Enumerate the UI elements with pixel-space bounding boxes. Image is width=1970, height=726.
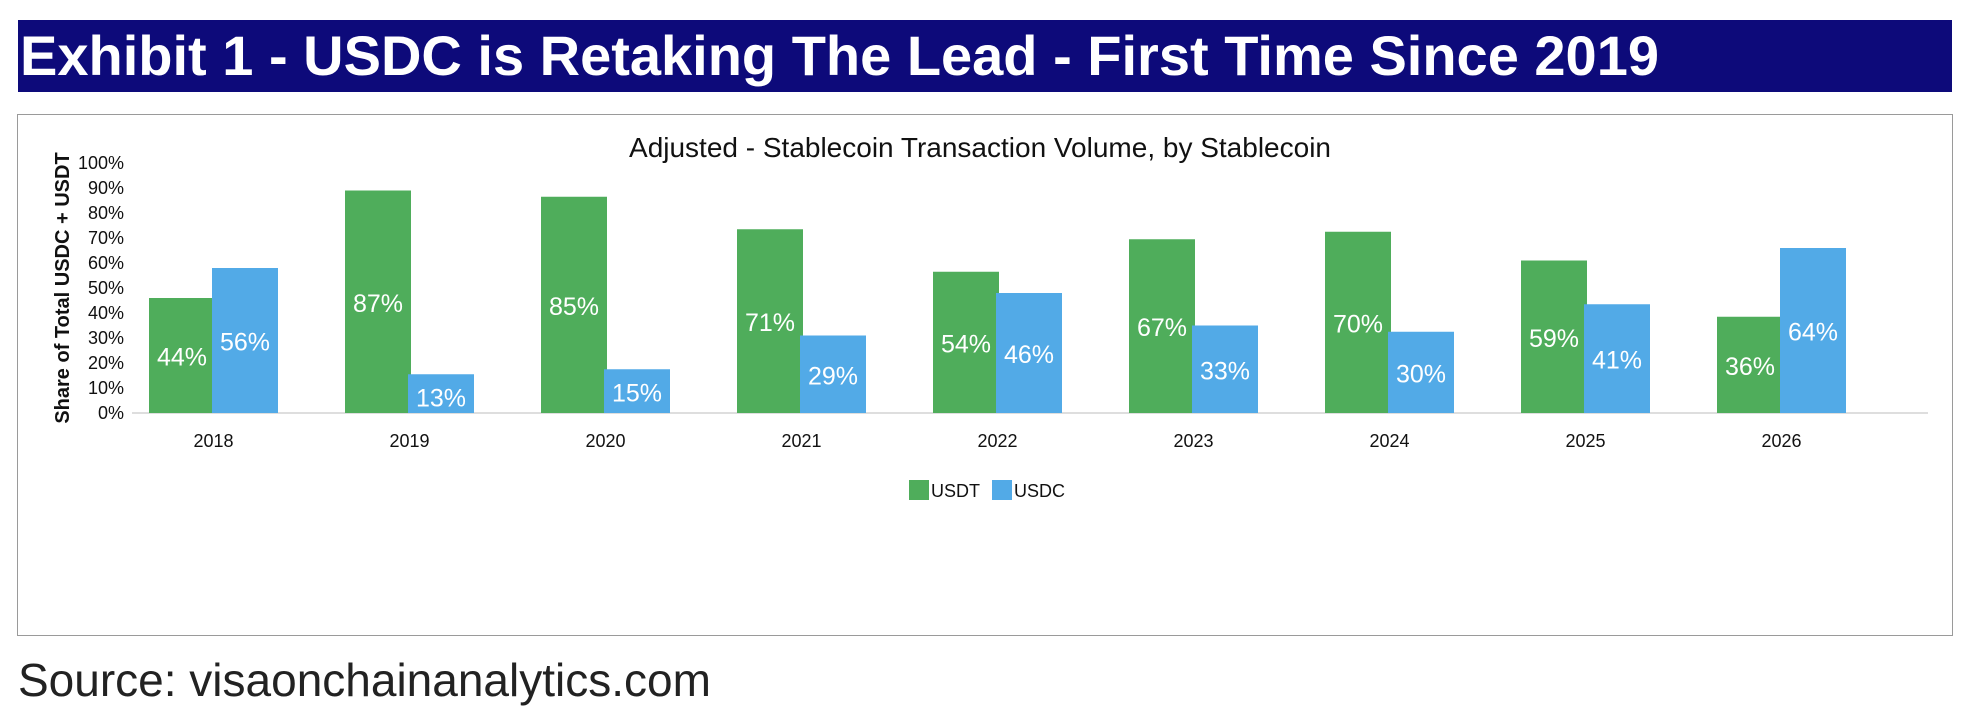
data-label-usdt-2022: 54% xyxy=(941,330,991,358)
data-label-usdc-2024: 30% xyxy=(1396,360,1446,388)
bar-usdt-2025 xyxy=(1521,260,1587,413)
chart-title: Adjusted - Stablecoin Transaction Volume… xyxy=(629,132,1331,163)
x-tick-label: 2026 xyxy=(1761,431,1801,451)
data-label-usdt-2024: 70% xyxy=(1333,310,1383,338)
bar-usdt-2022 xyxy=(933,271,999,413)
chart-frame: Adjusted - Stablecoin Transaction Volume… xyxy=(17,114,1953,636)
y-tick-label: 50% xyxy=(88,278,124,298)
data-label-usdc-2025: 41% xyxy=(1592,347,1642,375)
x-tick-label: 2020 xyxy=(585,431,625,451)
legend-label-usdc: USDC xyxy=(1014,481,1065,501)
bar-usdc-2021 xyxy=(800,335,866,413)
y-tick-label: 40% xyxy=(88,303,124,323)
y-tick-label: 10% xyxy=(88,378,124,398)
x-tick-label: 2022 xyxy=(977,431,1017,451)
y-tick-label: 80% xyxy=(88,203,124,223)
y-tick-label: 20% xyxy=(88,353,124,373)
bar-usdc-2026 xyxy=(1780,248,1846,413)
bar-usdt-2026 xyxy=(1717,316,1783,413)
data-label-usdt-2019: 87% xyxy=(353,290,403,318)
bar-usdc-2020 xyxy=(604,369,670,413)
legend-label-usdt: USDT xyxy=(931,481,980,501)
bar-usdc-2018 xyxy=(212,268,278,413)
bar-usdt-2023 xyxy=(1129,239,1195,413)
data-label-usdt-2025: 59% xyxy=(1529,325,1579,353)
bar-usdc-2024 xyxy=(1388,331,1454,413)
data-label-usdt-2021: 71% xyxy=(745,309,795,337)
bar-chart: Adjusted - Stablecoin Transaction Volume… xyxy=(52,132,1928,501)
bar-usdt-2024 xyxy=(1325,231,1391,413)
data-label-usdt-2018: 44% xyxy=(157,344,207,372)
bar-usdt-2021 xyxy=(737,229,803,413)
y-axis-title: Share of Total USDC + USDT xyxy=(52,152,74,423)
bar-usdc-2022 xyxy=(996,293,1062,413)
data-label-usdt-2023: 67% xyxy=(1137,314,1187,342)
legend-swatch-usdc xyxy=(992,480,1012,500)
data-label-usdc-2020: 15% xyxy=(612,379,662,407)
data-label-usdc-2022: 46% xyxy=(1004,341,1054,369)
data-label-usdt-2020: 85% xyxy=(549,293,599,321)
y-tick-label: 70% xyxy=(88,228,124,248)
data-label-usdc-2026: 64% xyxy=(1788,319,1838,347)
bar-usdt-2019 xyxy=(345,190,411,413)
x-tick-label: 2021 xyxy=(781,431,821,451)
x-tick-label: 2025 xyxy=(1565,431,1605,451)
x-tick-label: 2018 xyxy=(193,431,233,451)
x-tick-label: 2023 xyxy=(1173,431,1213,451)
exhibit-title-banner: Exhibit 1 - USDC is Retaking The Lead - … xyxy=(18,20,1952,92)
bar-usdt-2020 xyxy=(541,196,607,413)
data-label-usdc-2021: 29% xyxy=(808,362,858,390)
data-label-usdc-2018: 56% xyxy=(220,329,270,357)
y-tick-label: 0% xyxy=(98,403,124,423)
x-tick-label: 2024 xyxy=(1369,431,1409,451)
x-tick-label: 2019 xyxy=(389,431,429,451)
y-tick-label: 90% xyxy=(88,178,124,198)
data-label-usdc-2023: 33% xyxy=(1200,357,1250,385)
bar-usdc-2025 xyxy=(1584,304,1650,413)
bar-usdt-2018 xyxy=(149,298,215,413)
y-tick-label: 100% xyxy=(78,153,124,173)
source-note: Source: visaonchainanalytics.com xyxy=(18,654,711,706)
bar-usdc-2019 xyxy=(408,374,474,413)
bar-usdc-2023 xyxy=(1192,325,1258,413)
data-label-usdc-2019: 13% xyxy=(416,384,466,412)
y-tick-label: 60% xyxy=(88,253,124,273)
data-label-usdt-2026: 36% xyxy=(1725,353,1775,381)
legend-swatch-usdt xyxy=(909,480,929,500)
y-tick-label: 30% xyxy=(88,328,124,348)
